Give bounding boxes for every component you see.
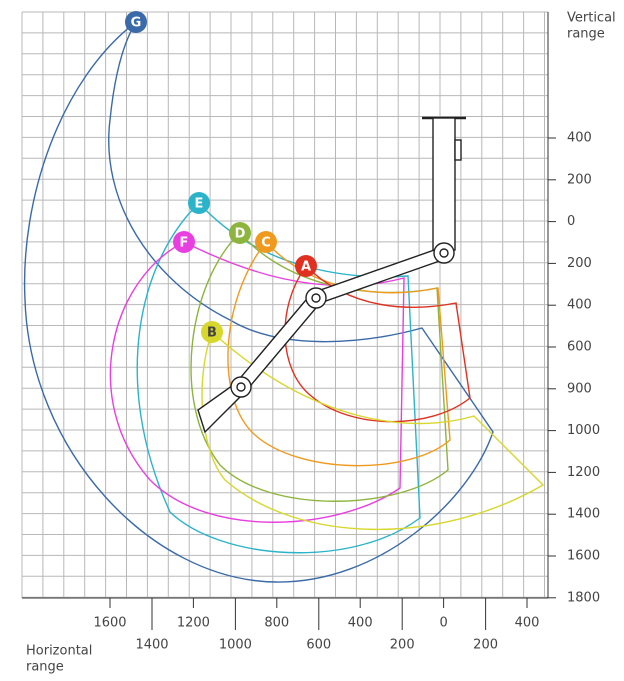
tick-label: 900 [567,381,592,396]
marker: E [188,192,210,214]
tick-label: 200 [567,172,592,187]
marker-label: E [195,197,204,212]
tick-label: 1200 [177,616,210,631]
tick-label: 0 [439,616,447,631]
axis-label: Vertical [567,11,616,26]
tick-label: 400 [567,298,592,313]
tick-label: 200 [390,638,415,653]
tick-label: 400 [567,131,592,146]
reach-curve-b [201,331,545,531]
marker-label: G [131,16,142,31]
tick-label: 1600 [93,616,126,631]
marker-circle [201,321,223,343]
marker: A [295,255,317,277]
tick-label: 200 [567,256,592,271]
marker-circle [295,255,317,277]
tick-label: 1400 [567,507,600,522]
axis-label: range [26,660,64,675]
marker-circle [188,192,210,214]
marker-circle [125,11,147,33]
reach-curve-g [23,21,494,583]
axis-label: range [567,27,605,42]
grid [21,11,548,598]
tick-label: 800 [264,616,289,631]
tick-label: 1200 [567,465,600,480]
marker-label: A [301,260,311,275]
marker-label: F [180,236,189,251]
axis-label: Horizontal [26,644,92,659]
tick-label: 0 [567,214,575,229]
tick-label: 400 [348,616,373,631]
tick-label: 1600 [567,549,600,564]
marker-circle [173,231,195,253]
reach-curve-f [109,241,405,523]
tick-label: 1800 [567,590,600,605]
marker-label: B [207,326,217,341]
marker: F [173,231,195,253]
marker: D [229,222,251,244]
marker-circle [255,231,277,253]
marker: G [125,11,147,33]
marker: C [255,231,277,253]
marker-label: C [261,236,271,251]
marker: B [201,321,223,343]
tick-label: 400 [515,616,540,631]
arm [197,116,466,434]
marker-label: D [235,227,246,242]
tick-label: 1400 [135,638,168,653]
tick-label: 600 [567,340,592,355]
tick-label: 600 [306,638,331,653]
marker-circle [229,222,251,244]
tick-label: 1000 [567,423,600,438]
tick-label: 200 [473,638,498,653]
tick-label: 1000 [219,638,252,653]
